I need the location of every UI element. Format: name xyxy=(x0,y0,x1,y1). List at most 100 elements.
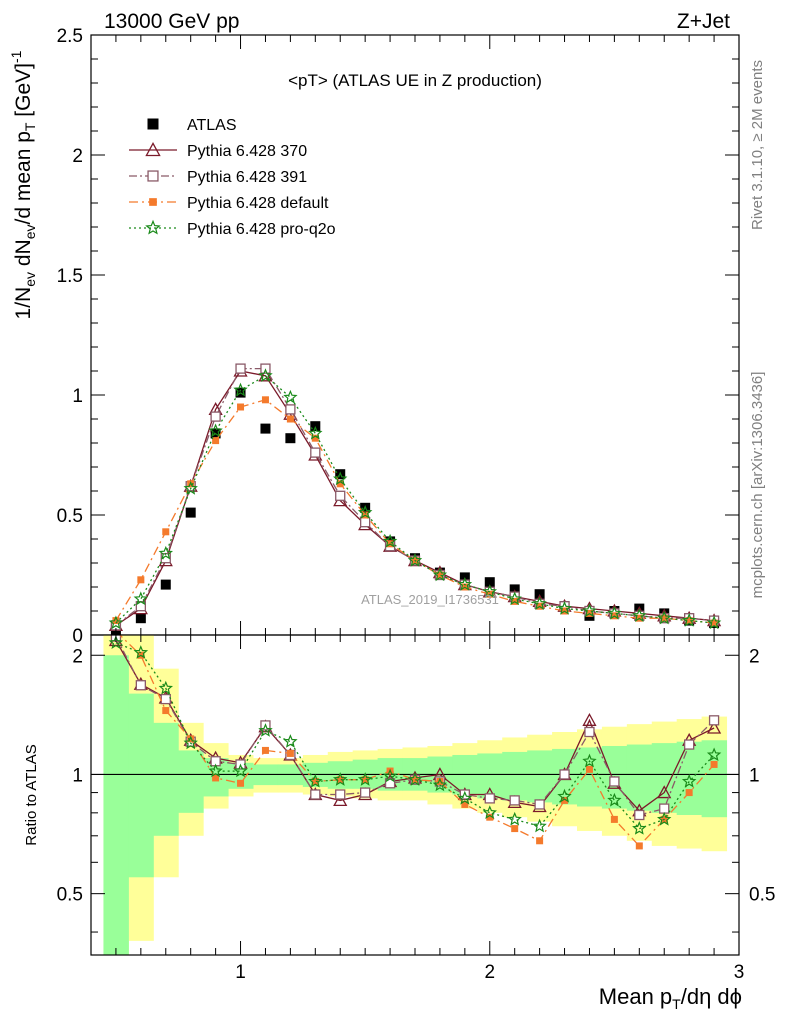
ratio-point-pythia-6-428-pro-q2o xyxy=(158,680,174,695)
ratio-point-pythia-6-428-391 xyxy=(484,793,495,804)
ratio-point-pythia-6-428-pro-q2o xyxy=(432,777,448,792)
ratio-point-pythia-6-428-391 xyxy=(609,776,620,787)
series-line-pythia-6-428-391 xyxy=(115,367,715,626)
data-point-pythia-6-428-pro-q2o xyxy=(108,615,124,630)
data-point-pythia-6-428-default xyxy=(311,434,319,442)
x-tick-label: 1 xyxy=(235,962,246,983)
data-point-pythia-6-428-pro-q2o xyxy=(382,533,398,548)
data-point-atlas xyxy=(285,433,296,444)
ratio-point-pythia-6-428-391 xyxy=(634,809,645,821)
ratio-point-pythia-6-428-pro-q2o xyxy=(557,788,572,803)
data-point-atlas xyxy=(484,577,495,588)
ratio-point-pythia-6-428-391 xyxy=(584,726,595,738)
ratio-point-pythia-6-428-default xyxy=(461,800,469,808)
data-point-atlas xyxy=(185,507,196,518)
data-point-pythia-6-428-pro-q2o xyxy=(407,553,423,567)
data-point-pythia-6-428-pro-q2o xyxy=(158,545,174,560)
data-point-pythia-6-428-default xyxy=(212,437,220,445)
legend-marker-pythia-6-428-default xyxy=(149,198,157,206)
data-point-pythia-6-428-pro-q2o xyxy=(183,481,198,495)
data-point-pythia-6-428-pro-q2o xyxy=(507,591,522,606)
ratio-point-pythia-6-428-pro-q2o xyxy=(382,768,398,783)
legend-label-pythia-6-428-370: Pythia 6.428 370 xyxy=(187,143,307,160)
ratio-point-pythia-6-428-370 xyxy=(706,720,722,734)
data-point-pythia-6-428-pro-q2o xyxy=(332,471,348,486)
ratio-point-pythia-6-428-391 xyxy=(509,795,520,806)
ratio-point-pythia-6-428-pro-q2o xyxy=(258,723,273,737)
data-point-pythia-6-428-default xyxy=(710,619,718,627)
ratio-point-pythia-6-428-default xyxy=(536,837,544,845)
analysis-watermark: ATLAS_2019_I1736531 xyxy=(361,592,499,607)
ratio-point-pythia-6-428-default xyxy=(685,789,693,797)
data-point-pythia-6-428-pro-q2o xyxy=(656,610,672,625)
main-panel: <pT> (ATLAS UE in Z production) 0 0.5 1 1.5… xyxy=(8,26,740,647)
main-y-axis-label: 1/Nev dNev/d mean pT [GeV]-1 xyxy=(8,50,38,319)
data-point-pythia-6-428-pro-q2o xyxy=(357,505,373,519)
legend-label-pythia-6-428-391: Pythia 6.428 391 xyxy=(187,169,307,186)
legend-marker-pythia-6-428-391 xyxy=(147,170,159,182)
data-point-pythia-6-428-default xyxy=(336,480,344,488)
uncertainty-band-inner xyxy=(477,753,503,799)
uncertainty-band-inner xyxy=(651,743,678,813)
series-line-pythia-6-428-default xyxy=(115,399,715,624)
ratio-point-pythia-6-428-391 xyxy=(559,769,570,780)
ratio-point-pythia-6-428-391 xyxy=(310,789,321,800)
data-point-pythia-6-428-pro-q2o xyxy=(532,596,547,610)
ratio-point-pythia-6-428-370 xyxy=(582,712,597,726)
ratio-point-pythia-6-428-391 xyxy=(160,693,171,705)
data-point-pythia-6-428-pro-q2o xyxy=(607,605,622,620)
legend-marker-pythia-6-428-pro-q2o xyxy=(145,219,161,235)
ratio-point-pythia-6-428-default xyxy=(710,760,718,768)
ratio-point-pythia-6-428-391 xyxy=(659,803,670,814)
ratio-point-pythia-6-428-pro-q2o xyxy=(233,763,248,778)
ratio-point-pythia-6-428-370 xyxy=(657,785,672,799)
mcplots-reference-label: mcplots.cern.ch [arXiv:1306.3436] xyxy=(749,372,766,599)
ratio-point-pythia-6-428-default xyxy=(411,776,419,784)
data-point-pythia-6-428-pro-q2o xyxy=(258,368,273,382)
uncertainty-band-inner xyxy=(626,744,653,811)
ratio-point-pythia-6-428-pro-q2o xyxy=(308,773,323,788)
ratio-point-pythia-6-428-391 xyxy=(534,799,545,810)
data-point-pythia-6-428-pro-q2o xyxy=(133,591,149,606)
y-tick-label: 0.5 xyxy=(57,506,83,527)
data-point-pythia-6-428-default xyxy=(286,415,294,423)
header-process-label: Z+Jet xyxy=(677,10,730,33)
ratio-point-pythia-6-428-391 xyxy=(459,789,470,800)
series-line-pythia-6-428-370 xyxy=(115,370,715,626)
ratio-point-pythia-6-428-default xyxy=(486,813,494,821)
ratio-point-pythia-6-428-391 xyxy=(684,739,695,750)
ratio-point-pythia-6-428-370 xyxy=(333,793,348,807)
uncertainty-band-inner xyxy=(103,655,129,955)
ratio-point-pythia-6-428-pro-q2o xyxy=(457,790,473,805)
data-point-pythia-6-428-391 xyxy=(360,517,371,528)
ratio-y-axis-label: Ratio to ATLAS xyxy=(23,744,40,845)
legend-marker-atlas xyxy=(147,118,159,130)
ratio-point-pythia-6-428-pro-q2o xyxy=(532,818,547,833)
ratio-point-pythia-6-428-default xyxy=(585,765,593,773)
uncertainty-band-inner xyxy=(153,722,179,836)
data-point-pythia-6-428-default xyxy=(112,617,120,625)
ratio-point-pythia-6-428-pro-q2o xyxy=(582,753,597,768)
ratio-point-pythia-6-428-391 xyxy=(360,787,371,798)
uncertainty-band-inner xyxy=(701,740,728,818)
ratio-point-pythia-6-428-default xyxy=(511,825,519,833)
ratio-point-pythia-6-428-default xyxy=(187,735,195,743)
ratio-point-pythia-6-428-391 xyxy=(335,789,346,800)
ratio-point-pythia-6-428-pro-q2o xyxy=(632,821,647,835)
ratio-point-pythia-6-428-default xyxy=(436,777,444,785)
ratio-point-pythia-6-428-391 xyxy=(135,680,146,691)
data-point-pythia-6-428-default xyxy=(162,528,170,536)
ratio-point-pythia-6-428-default xyxy=(212,774,220,782)
ratio-point-pythia-6-428-pro-q2o xyxy=(332,772,348,786)
header-energy-label: 13000 GeV pp xyxy=(104,10,239,33)
rivet-version-label: Rivet 3.1.10, ≥ 2M events xyxy=(749,60,766,230)
data-point-pythia-6-428-pro-q2o xyxy=(283,389,298,404)
ratio-y-tick-label-right: 2 xyxy=(749,646,760,667)
data-point-atlas xyxy=(160,579,171,590)
data-point-pythia-6-428-pro-q2o xyxy=(557,601,572,615)
data-point-pythia-6-428-pro-q2o xyxy=(457,577,473,591)
y-tick-label: 0 xyxy=(72,626,83,647)
ratio-y-tick-label: 2 xyxy=(72,646,83,667)
ratio-point-pythia-6-428-default xyxy=(311,777,319,785)
